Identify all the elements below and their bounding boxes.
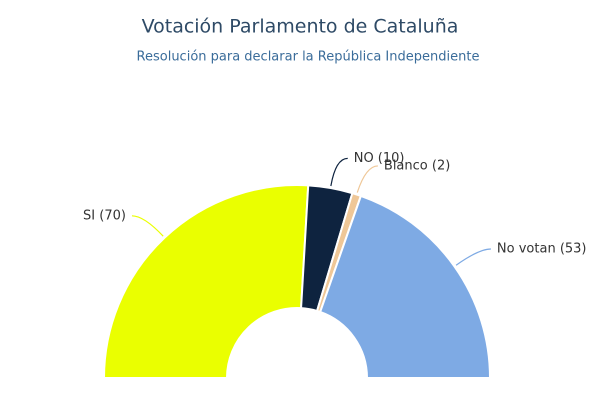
slice bbox=[318, 194, 492, 379]
chart-subtitle: Resolución para declarar la República In… bbox=[137, 50, 480, 65]
connector bbox=[330, 157, 348, 187]
data-label: No votan (53) bbox=[497, 242, 587, 257]
data-label: SI (70) bbox=[83, 208, 126, 223]
data-label: NO (10) bbox=[354, 151, 405, 166]
slice bbox=[102, 184, 310, 379]
chart-title: Votación Parlamento de Cataluña bbox=[142, 16, 459, 38]
connector bbox=[356, 165, 378, 193]
connector bbox=[131, 215, 164, 237]
data-label: Blanco (2) bbox=[384, 158, 450, 173]
connector bbox=[455, 248, 491, 266]
